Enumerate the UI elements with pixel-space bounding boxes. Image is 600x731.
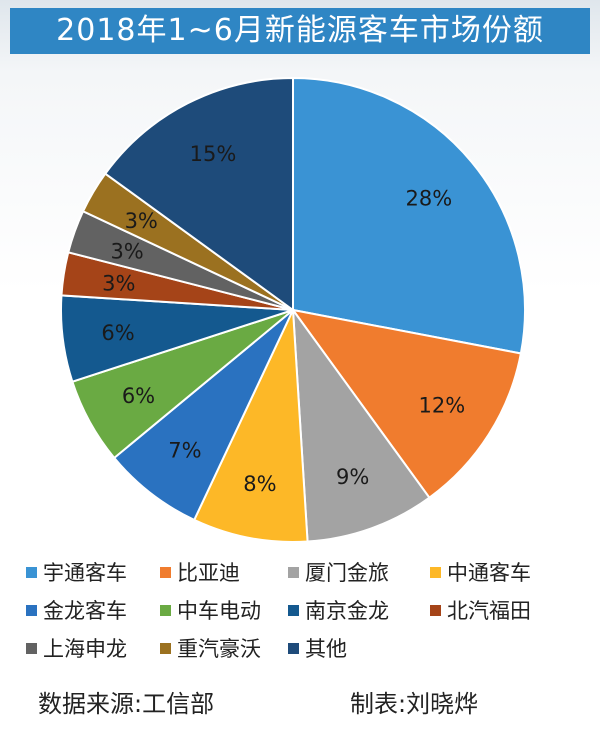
legend-swatch [160,566,171,578]
legend-item: 北汽福田 [430,596,580,624]
legend-item: 南京金龙 [288,596,430,624]
legend-item: 重汽豪沃 [160,634,288,662]
legend-item: 其他 [288,634,430,662]
legend-swatch [430,604,441,616]
pie-data-label: 3% [102,271,135,295]
legend-item: 厦门金旅 [288,558,430,586]
legend-label: 厦门金旅 [305,561,389,585]
legend-label: 中通客车 [447,561,531,585]
pie-slice [192,309,309,543]
legend-label: 北汽福田 [447,599,531,623]
legend-swatch [26,642,37,654]
legend-item: 上海申龙 [26,634,160,662]
legend-label: 中车电动 [177,599,261,623]
legend-label: 上海申龙 [43,637,127,661]
chart-title: 2018年1~6月新能源客车市场份额 [10,8,590,54]
legend-swatch [160,604,171,616]
legend-label: 金龙客车 [43,599,127,623]
pie-slices [60,76,526,543]
legend-swatch [430,566,441,578]
pie-data-label: 28% [406,187,453,211]
legend-label: 南京金龙 [305,599,389,623]
legend-swatch [288,604,299,616]
pie-data-label: 6% [101,321,134,345]
pie-slice [112,309,294,522]
legend-item: 中车电动 [160,596,288,624]
legend-item: 中通客车 [430,558,580,586]
legend-swatch [26,604,37,616]
legend-swatch [288,642,299,654]
legend-label: 宇通客车 [43,561,127,585]
data-source: 数据来源:工信部 [38,690,215,718]
legend-label: 重汽豪沃 [177,637,261,661]
pie-chart: 28% 12% 9% 8% 7% 6% 6% 3% 3% 3% 15% [60,76,526,543]
pie-slice [291,306,431,543]
legend-label: 比亚迪 [177,561,240,585]
pie-data-label: 3% [110,239,143,263]
pie-data-label: 15% [190,142,237,166]
legend-item: 宇通客车 [26,558,160,586]
pie-slice [292,76,526,355]
legend-swatch [160,642,171,654]
legend-swatch [26,566,37,578]
chart-legend: 宇通客车 比亚迪 厦门金旅 中通客车金龙客车 中车电动 南京金龙 北汽福田上海申龙 重汽豪沃 其… [26,558,586,662]
pie-data-label: 6% [122,384,155,408]
legend-label: 其他 [305,637,347,661]
pie-data-label: 7% [168,438,201,462]
pie-slice [103,76,294,312]
pie-data-label: 9% [336,465,369,489]
pie-data-label: 12% [419,393,466,417]
chart-author: 制表:刘晓烨 [350,690,479,718]
legend-item: 金龙客车 [26,596,160,624]
pie-data-labels: 28% 12% 9% 8% 7% 6% 6% 3% 3% 3% 15% [101,142,465,496]
legend-item: 比亚迪 [160,558,288,586]
pie-data-label: 3% [125,209,158,233]
legend-swatch [288,566,299,578]
pie-slice [290,308,523,500]
pie-data-label: 8% [243,472,276,496]
